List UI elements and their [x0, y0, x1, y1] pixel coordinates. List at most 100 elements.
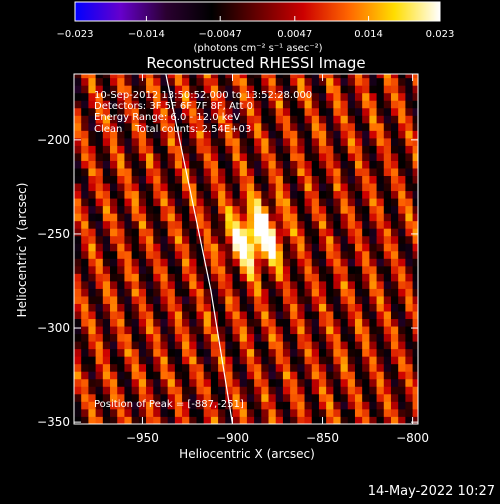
heatmap-cell — [232, 145, 241, 154]
heatmap-cell — [232, 408, 241, 417]
heatmap-cell — [347, 326, 356, 335]
heatmap-cell — [189, 386, 197, 395]
heatmap-cell — [405, 333, 413, 342]
heatmap-cell — [340, 258, 349, 267]
heatmap-cell — [297, 318, 305, 327]
heatmap-cell — [246, 153, 255, 161]
heatmap-cell — [340, 356, 349, 365]
heatmap-cell — [290, 160, 298, 169]
heatmap-cell — [131, 348, 140, 357]
heatmap-cell — [311, 280, 320, 289]
heatmap-cell — [290, 258, 298, 267]
heatmap-cell — [354, 356, 363, 365]
heatmap-cell — [110, 175, 118, 184]
heatmap-cell — [268, 213, 277, 222]
heatmap-cell — [218, 371, 226, 380]
heatmap-cell — [297, 220, 305, 229]
heatmap-cell — [110, 107, 118, 116]
heatmap-cell — [340, 416, 349, 424]
heatmap-cell — [275, 130, 284, 139]
heatmap-cell — [102, 153, 111, 161]
heatmap-cell — [340, 228, 349, 237]
heatmap-cell — [405, 363, 413, 372]
heatmap-cell — [246, 137, 255, 146]
heatmap-cell — [311, 168, 320, 177]
heatmap-cell — [146, 198, 154, 207]
heatmap-cell — [232, 393, 241, 402]
heatmap-cell — [131, 416, 140, 424]
heatmap-cell — [182, 371, 190, 380]
heatmap-cell — [182, 235, 190, 244]
heatmap-cell — [354, 303, 363, 312]
heatmap-cell — [88, 318, 97, 327]
heatmap-cell — [182, 74, 190, 79]
heatmap-cell — [117, 273, 125, 282]
heatmap-cell — [297, 265, 305, 274]
heatmap-cell — [376, 183, 385, 192]
heatmap-cell — [326, 348, 334, 357]
heatmap-cell — [362, 393, 370, 402]
heatmap-cell — [110, 198, 118, 207]
heatmap-cell — [297, 408, 305, 417]
heatmap-cell — [275, 153, 284, 161]
heatmap-cell — [88, 386, 97, 395]
heatmap-cell — [102, 393, 111, 402]
heatmap-cell — [282, 100, 291, 109]
heatmap-cell — [131, 408, 140, 417]
heatmap-cell — [138, 190, 147, 199]
heatmap-cell — [174, 77, 183, 86]
heatmap-cell — [81, 220, 89, 229]
heatmap-cell — [254, 130, 262, 139]
heatmap-cell — [153, 258, 161, 267]
heatmap-cell — [167, 183, 176, 192]
heatmap-cell — [318, 250, 327, 259]
heatmap-cell — [146, 288, 154, 297]
heatmap-cell — [160, 175, 169, 184]
heatmap-cell — [383, 77, 392, 86]
heatmap-cell — [218, 130, 226, 139]
heatmap-cell — [239, 348, 248, 357]
heatmap-cell — [153, 85, 161, 94]
heatmap-cell — [304, 85, 313, 94]
heatmap-cell — [102, 318, 111, 327]
heatmap-cell — [376, 408, 385, 417]
heatmap-cell — [405, 153, 413, 161]
heatmap-cell — [95, 296, 104, 304]
heatmap-cell — [182, 160, 190, 169]
heatmap-cell — [138, 77, 147, 86]
heatmap-cell — [340, 168, 349, 177]
heatmap-cell — [383, 168, 392, 177]
heatmap-cell — [376, 273, 385, 282]
heatmap-cell — [203, 205, 212, 214]
heatmap-cell — [153, 107, 161, 116]
heatmap-cell — [246, 228, 255, 237]
heatmap-cell — [376, 115, 385, 124]
heatmap-cell — [282, 137, 291, 146]
heatmap-cell — [369, 296, 377, 304]
heatmap-cell — [383, 198, 392, 207]
heatmap-cell — [81, 175, 89, 184]
heatmap-cell — [95, 356, 104, 365]
heatmap-cell — [218, 137, 226, 146]
heatmap-cell — [174, 235, 183, 244]
heatmap-cell — [246, 220, 255, 229]
heatmap-cell — [131, 378, 140, 387]
heatmap-cell — [88, 145, 97, 154]
heatmap-cell — [218, 363, 226, 372]
heatmap-cell — [304, 265, 313, 274]
heatmap-cell — [282, 311, 291, 320]
heatmap-cell — [369, 183, 377, 192]
heatmap-cell — [182, 363, 190, 372]
heatmap-cell — [383, 401, 392, 410]
heatmap-cell — [282, 265, 291, 274]
heatmap-cell — [102, 250, 111, 259]
heatmap-cell — [117, 280, 125, 289]
heatmap-cell — [261, 243, 269, 252]
heatmap-cell — [88, 401, 97, 410]
heatmap-cell — [203, 280, 212, 289]
heatmap-cell — [326, 250, 334, 259]
heatmap-cell — [268, 273, 277, 282]
heatmap-cell — [225, 92, 233, 101]
heatmap-cell — [383, 243, 392, 252]
heatmap-cell — [261, 190, 269, 199]
